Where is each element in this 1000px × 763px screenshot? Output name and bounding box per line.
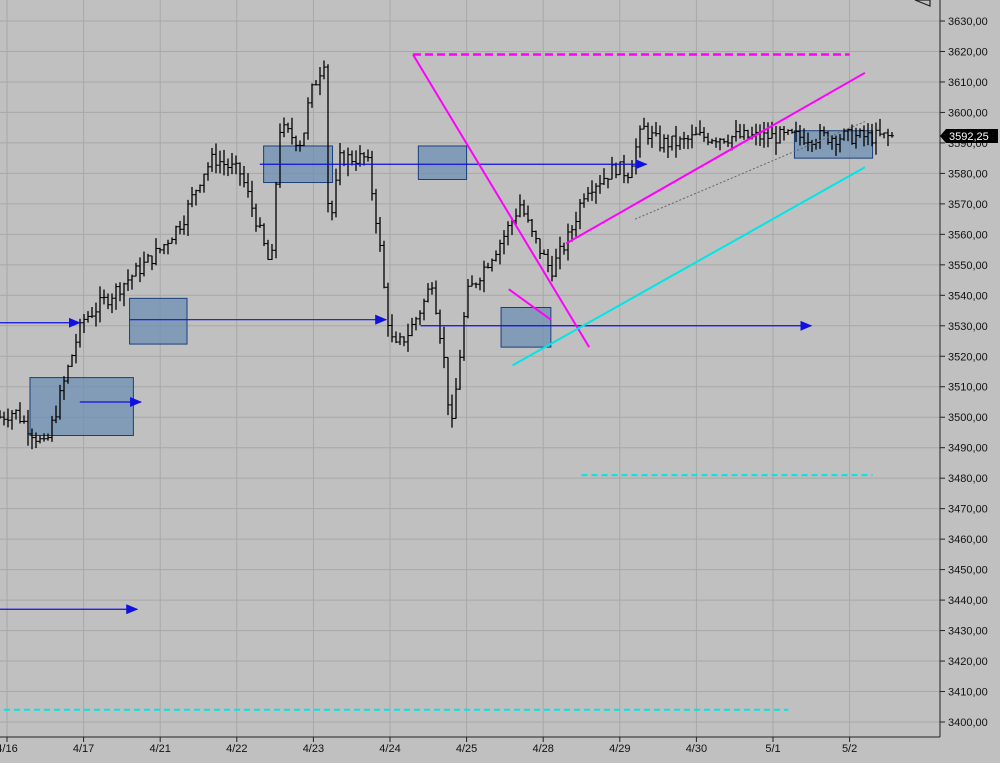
consolidation-box [417,145,468,180]
cyan-trendline [512,166,866,367]
y-tick-label: 3600,00 [948,107,988,119]
y-tick-label: 3470,00 [948,504,988,516]
last-price-label: 3592,25 [940,129,998,144]
plot-area [0,0,940,737]
x-tick-label: 4/24 [379,743,400,755]
magenta-trendline [412,54,591,348]
y-tick-label: 3550,00 [948,260,988,272]
magenta-trendline [565,71,866,245]
x-tick-label: 4/28 [532,743,553,755]
y-tick-label: 3430,00 [948,626,988,638]
x-tick-label: 4/30 [686,743,707,755]
x-tick-label: 4/22 [226,743,247,755]
y-tick-label: 3540,00 [948,290,988,302]
y-tick-label: 3510,00 [948,382,988,394]
consolidation-box [793,130,874,159]
dotted-midline [634,121,866,220]
y-tick-label: 3480,00 [948,473,988,485]
y-tick-label: 3440,00 [948,595,988,607]
y-tick-label: 3490,00 [948,443,988,455]
y-tick-label: 3420,00 [948,656,988,668]
x-tick-label: 4/25 [456,743,477,755]
consolidation-box [29,377,134,437]
x-tick-label: 4/16 [0,743,18,755]
y-axis: 3630,003620,003610,003600,003590,003580,… [940,16,988,729]
x-tick-label: 4/23 [303,743,324,755]
y-tick-label: 3410,00 [948,687,988,699]
x-tick-label: 4/17 [73,743,94,755]
last-price-text: 3592,25 [949,131,989,143]
y-tick-label: 3520,00 [948,351,988,363]
y-tick-label: 3570,00 [948,199,988,211]
magenta-trendline [508,288,552,321]
y-tick-label: 3560,00 [948,229,988,241]
x-axis: 4/16 4/17 4/21 4/22 4/23 4/24 4/25 4/28 4/29 4/30… [0,737,857,755]
x-tick-label: 5/2 [842,743,857,755]
consolidation-box [129,297,188,345]
y-tick-label: 3610,00 [948,77,988,89]
x-tick-label: 5/1 [765,743,780,755]
scroll-corner-icon[interactable] [914,0,931,7]
y-tick-label: 3580,00 [948,168,988,180]
overlay-lines [0,53,873,711]
y-tick-label: 3500,00 [948,412,988,424]
y-tick-label: 3460,00 [948,534,988,546]
x-tick-label: 4/21 [149,743,170,755]
y-tick-label: 3400,00 [948,717,988,729]
y-tick-label: 3530,00 [948,321,988,333]
y-tick-label: 3630,00 [948,16,988,28]
y-tick-label: 3620,00 [948,46,988,58]
y-tick-label: 3450,00 [948,565,988,577]
x-tick-label: 4/29 [609,743,630,755]
